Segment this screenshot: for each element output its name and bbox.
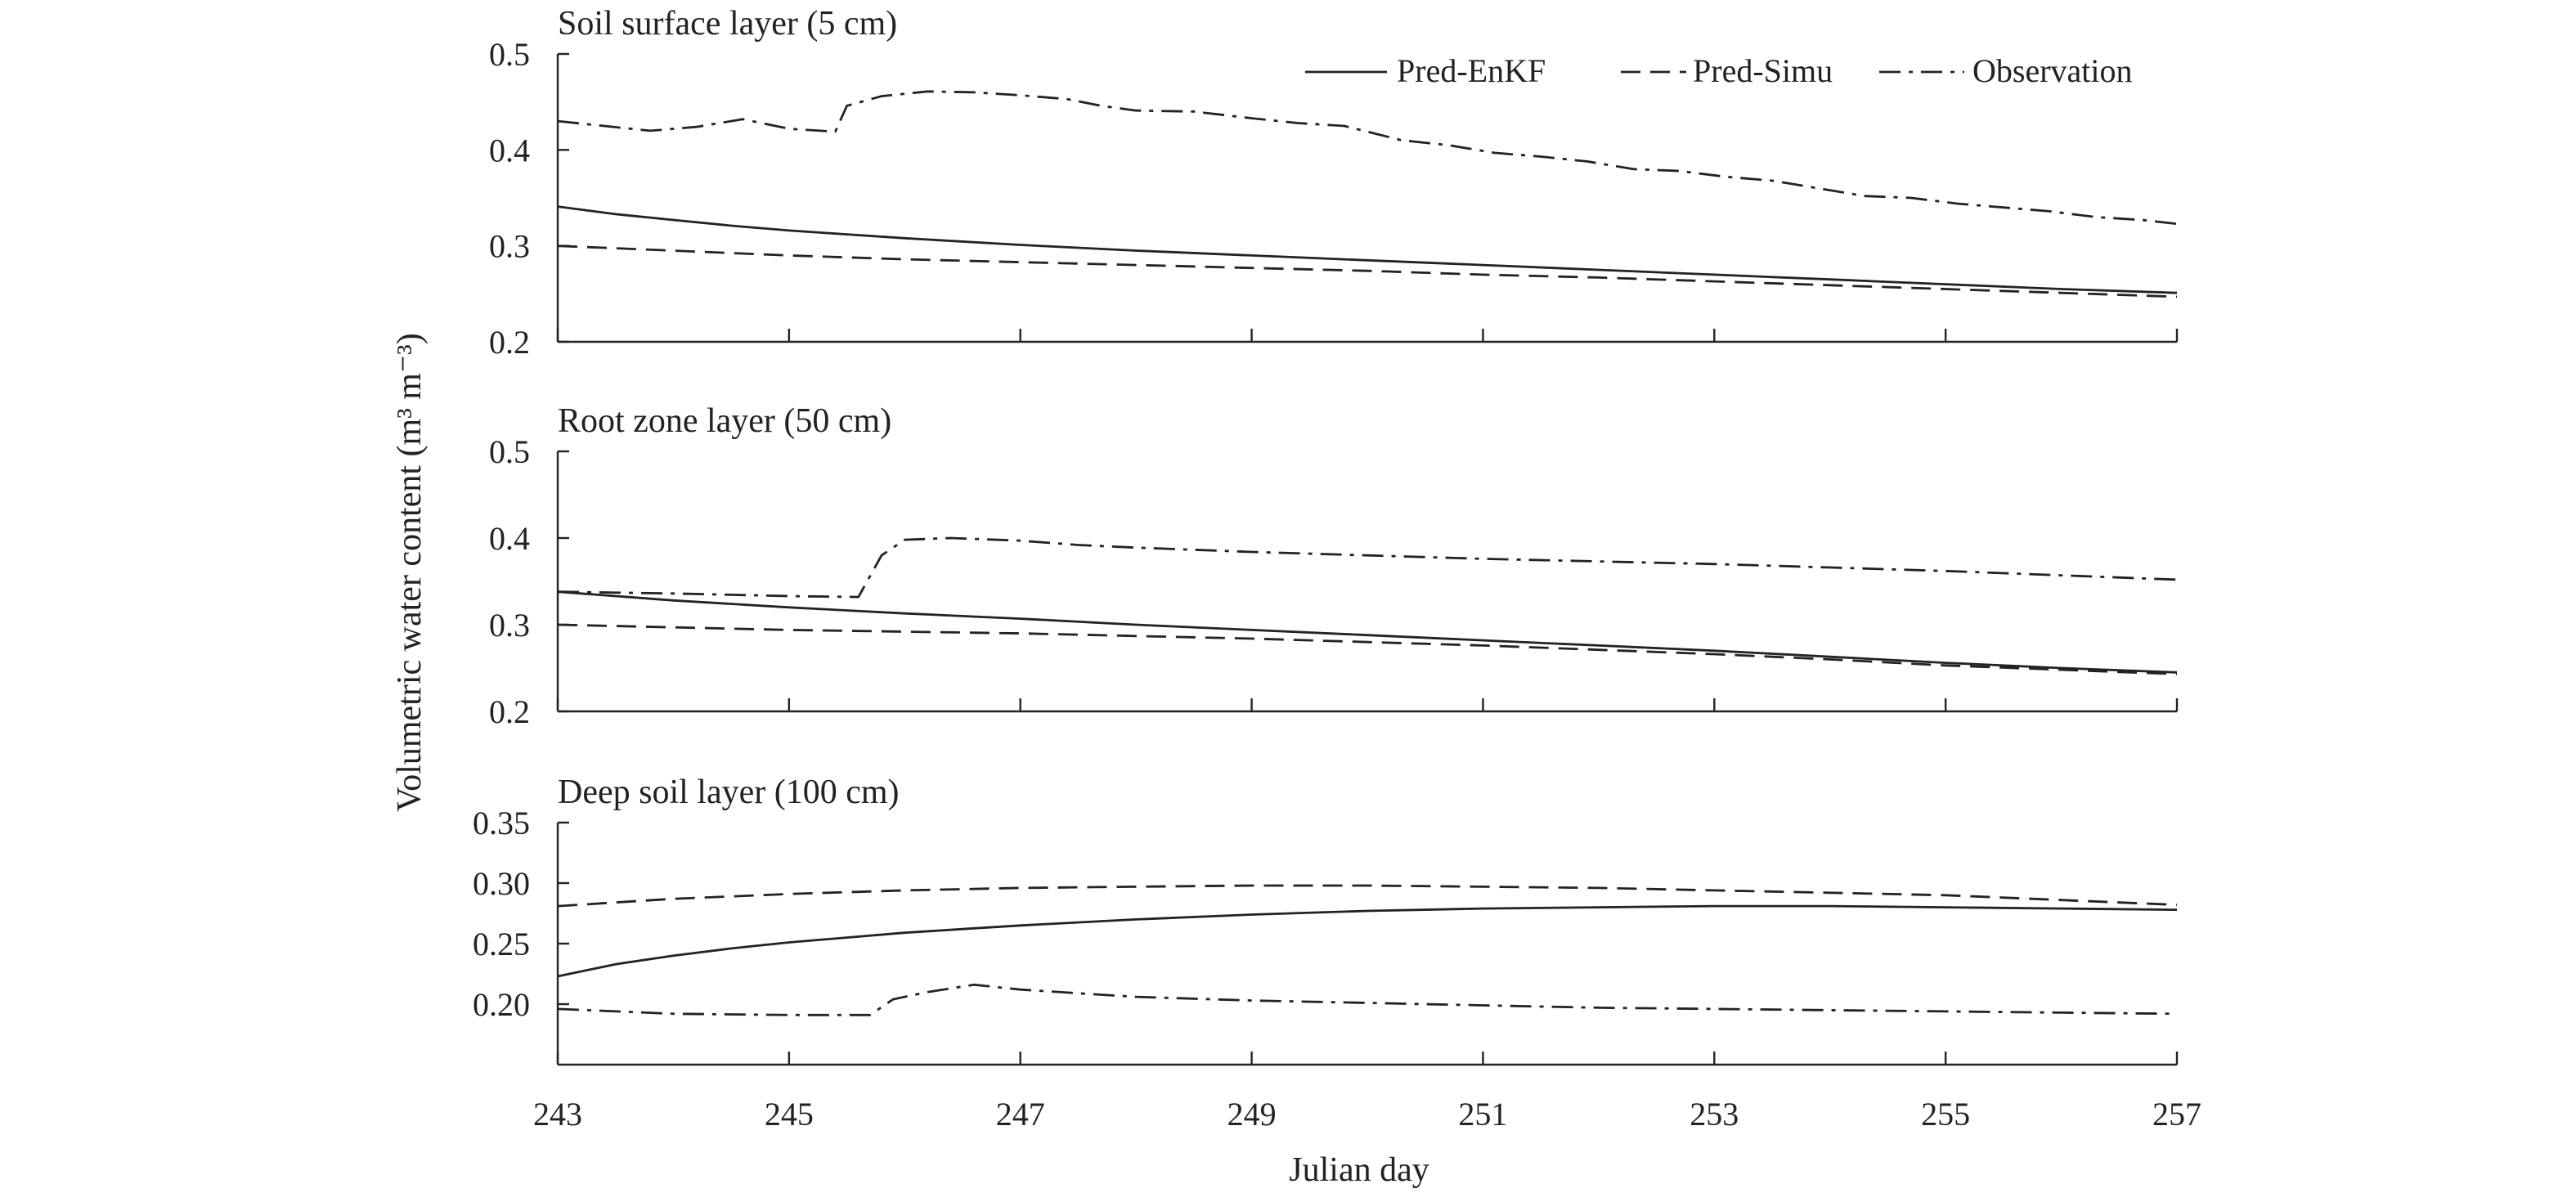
legend-label: Pred-Simu [1693, 52, 1833, 89]
x-tick-label: 245 [765, 1096, 814, 1132]
y-tick-label: 0.5 [489, 36, 530, 73]
y-tick-label: 0.3 [489, 607, 530, 644]
y-tick-label: 0.4 [489, 132, 530, 168]
x-tick-label: 249 [1227, 1096, 1277, 1132]
y-tick-label: 0.3 [489, 228, 530, 265]
y-tick-label: 0.25 [473, 926, 530, 962]
y-axis-title: Volumetric water content (m³ m⁻³) [391, 333, 429, 811]
series-pred-simu [557, 623, 2178, 675]
x-axis-title: Julian day [1289, 1151, 1429, 1189]
panel-title: Soil surface layer (5 cm) [558, 5, 897, 43]
x-tick-label: 255 [1921, 1096, 1970, 1132]
x-tick-label: 243 [533, 1096, 582, 1132]
series-pred-simu [557, 884, 2178, 908]
y-tick-label: 0.5 [489, 433, 530, 470]
series-pred-enkf [557, 590, 2178, 674]
series-pred-enkf [557, 205, 2178, 294]
x-tick-label: 251 [1458, 1096, 1507, 1132]
legend-label: Pred-EnKF [1397, 52, 1546, 89]
panel-title: Deep soil layer (100 cm) [558, 774, 900, 811]
panel-3: Deep soil layer (100 cm) 0.20 0.25 0.30 0.35 [473, 774, 2179, 1066]
panel-1: Soil surface layer (5 cm) 0.2 0.3 0.4 0.5 [489, 5, 2179, 361]
x-tick-labels: 243 245 247 249 251 253 255 257 [533, 1096, 2201, 1132]
series-pred-simu [557, 244, 2178, 298]
legend-label: Observation [1972, 52, 2133, 89]
panel-title: Root zone layer (50 cm) [558, 402, 891, 440]
x-tick-label: 253 [1690, 1096, 1739, 1132]
y-tick-label: 0.2 [489, 324, 530, 361]
legend: Pred-EnKF Pred-Simu Observation [1305, 52, 2133, 89]
y-tick-label: 0.20 [473, 986, 530, 1023]
y-tick-label: 0.4 [489, 520, 530, 557]
series-observation [557, 536, 2178, 599]
x-tick-label: 247 [996, 1096, 1045, 1132]
x-tick-label: 257 [2152, 1096, 2201, 1132]
series-pred-enkf [557, 904, 2178, 978]
y-tick-label: 0.2 [489, 693, 530, 730]
y-tick-label: 0.35 [473, 805, 530, 841]
series-observation [557, 90, 2178, 226]
y-tick-label: 0.30 [473, 865, 530, 902]
series-observation [557, 983, 2178, 1016]
panel-2: Root zone layer (50 cm) 0.2 0.3 0.4 0.5 [489, 402, 2179, 730]
